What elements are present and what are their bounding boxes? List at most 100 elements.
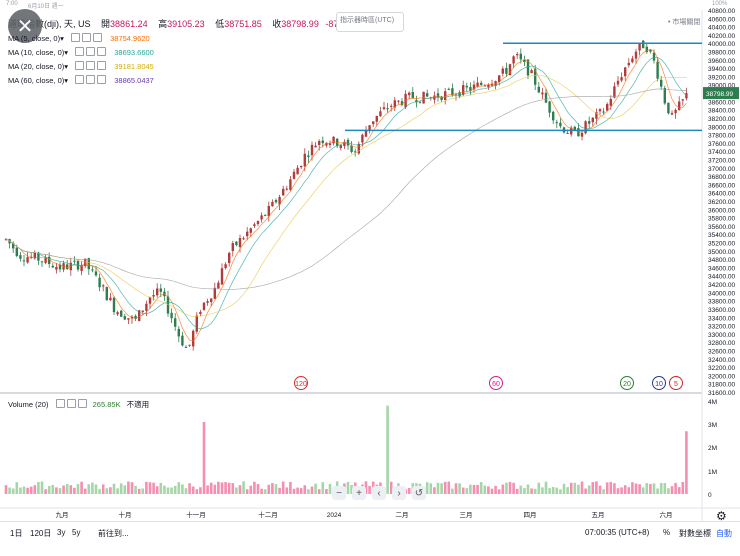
clock[interactable]: 07:00:35 (UTC+8)	[585, 528, 650, 537]
ma-legend-60[interactable]: MA (60, close, 0)▾ 38865.0437	[8, 75, 154, 85]
zoom-in-button[interactable]: +	[352, 486, 366, 500]
volume-bar	[148, 482, 152, 494]
eye-icon[interactable]	[55, 399, 65, 408]
candle-body	[210, 298, 213, 302]
candle-body	[616, 80, 620, 85]
volume-bar	[670, 486, 674, 494]
close-icon[interactable]	[97, 75, 107, 84]
gear-icon[interactable]	[86, 61, 96, 70]
candle-body	[588, 121, 591, 124]
volume-bar	[544, 481, 548, 494]
gear-icon[interactable]	[81, 33, 91, 42]
price-tick-label: 37400.00	[708, 149, 735, 156]
ma-legend-10[interactable]: MA (10, close, 0)▾ 38693.6600	[8, 47, 154, 57]
ma-label: MA (5, close, 0)	[8, 34, 61, 43]
volume-bar	[11, 488, 15, 494]
gear-icon[interactable]	[86, 75, 96, 84]
scroll-left-button[interactable]: ‹	[372, 486, 386, 500]
candle-body	[523, 59, 526, 63]
volume-bar	[508, 481, 512, 494]
candle-body	[404, 93, 407, 108]
timezone-box[interactable]: 指示器時區(UTC)	[336, 12, 404, 32]
candle-body	[408, 92, 411, 96]
price-tick-label: 38200.00	[708, 116, 735, 123]
price-tick-label: 34400.00	[708, 274, 735, 281]
eye-icon[interactable]	[75, 75, 85, 84]
candle-body	[595, 112, 598, 119]
close-icon[interactable]	[92, 33, 102, 42]
range-3y[interactable]: 3y	[57, 528, 66, 537]
candle-body	[195, 315, 198, 332]
volume-bar	[436, 482, 440, 494]
goto-date-button[interactable]: 前往到...	[98, 529, 129, 538]
candle-body	[663, 87, 666, 104]
volume-bar	[188, 483, 191, 494]
candle-body	[361, 134, 364, 143]
candle-body	[105, 287, 108, 301]
candle-body	[166, 296, 170, 314]
volume-bar	[170, 487, 173, 494]
ma-legend-20[interactable]: MA (20, close, 0)▾ 39181.8045	[8, 61, 154, 71]
volume-bar	[638, 484, 641, 494]
volume-bar	[209, 482, 213, 494]
candle-body	[296, 167, 299, 175]
volume-legend[interactable]: Volume (20) 265.85K 不適用	[8, 399, 149, 410]
volume-bar	[19, 487, 22, 494]
candle-body	[498, 75, 501, 82]
gear-icon[interactable]	[86, 47, 96, 56]
volume-bar	[656, 488, 659, 494]
close-icon[interactable]	[97, 61, 107, 70]
candle-body	[22, 260, 26, 262]
gear-icon[interactable]	[66, 399, 76, 408]
candle-body	[30, 256, 33, 258]
price-tick-label: 35800.00	[708, 216, 735, 223]
eye-icon[interactable]	[75, 47, 85, 56]
candle-body	[613, 86, 616, 98]
candle-body	[447, 88, 450, 90]
volume-bar	[472, 484, 476, 494]
candle-body	[102, 285, 105, 287]
close-icon[interactable]: ✕	[8, 9, 42, 43]
candle-body	[534, 68, 537, 85]
scroll-right-button[interactable]: ›	[392, 486, 406, 500]
price-tick-label: 31600.00	[708, 390, 735, 397]
volume-bar	[58, 488, 62, 494]
log-scale-toggle[interactable]: 對數坐標	[679, 529, 711, 538]
price-tick-label: 35000.00	[708, 249, 735, 256]
price-tick-label: 39800.00	[708, 50, 735, 57]
eye-icon[interactable]	[70, 33, 80, 42]
candle-body	[145, 303, 148, 311]
range-120d[interactable]: 120日	[30, 529, 52, 538]
volume-bar	[443, 481, 447, 494]
volume-bar	[677, 487, 681, 494]
zoom-out-button[interactable]: −	[332, 486, 346, 500]
price-tick-label: 38400.00	[708, 108, 735, 115]
candle-body	[638, 43, 641, 51]
close-icon[interactable]	[77, 399, 87, 408]
volume-bar	[573, 482, 577, 494]
candle-body	[537, 86, 540, 93]
volume-bar	[278, 487, 281, 494]
close-icon[interactable]	[97, 47, 107, 56]
eye-icon[interactable]	[75, 61, 85, 70]
candle-body	[127, 318, 130, 320]
ma-legend-5[interactable]: MA (5, close, 0)▾ 38754.9620	[8, 33, 150, 43]
volume-tick-label: 4M	[708, 399, 717, 406]
candle-body	[609, 98, 612, 106]
range-1d[interactable]: 1日	[10, 529, 23, 538]
volume-bar	[260, 488, 263, 494]
volume-bar	[317, 489, 321, 494]
candle-body	[667, 102, 670, 114]
candle-body	[660, 79, 663, 87]
volume-bar	[73, 487, 76, 494]
candle-body	[393, 100, 396, 108]
volume-bar	[195, 489, 199, 494]
auto-scale-toggle[interactable]: 自動	[716, 529, 732, 538]
reset-button[interactable]: ↺	[412, 486, 426, 500]
price-tick-label: 40400.00	[708, 25, 735, 32]
percent-toggle[interactable]: %	[663, 528, 671, 537]
range-5y[interactable]: 5y	[72, 528, 81, 537]
volume-bar	[4, 485, 8, 494]
settings-gear-icon[interactable]: ⚙	[716, 509, 727, 523]
